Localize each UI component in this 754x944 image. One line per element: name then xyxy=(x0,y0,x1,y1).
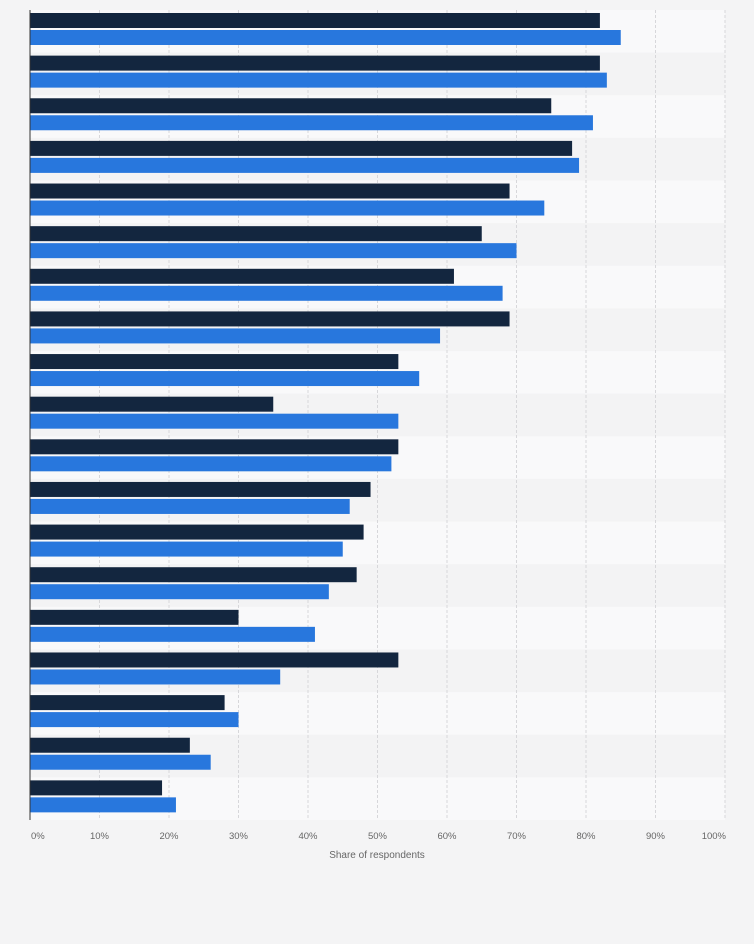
bar-series-1-row-19 xyxy=(30,780,163,796)
bar-series-2-row-5 xyxy=(30,200,545,216)
bar-series-2-row-13 xyxy=(30,541,343,557)
bar-series-1-row-6 xyxy=(30,226,482,242)
bar-series-2-row-4 xyxy=(30,157,580,173)
bar-series-2-row-9 xyxy=(30,371,420,387)
bar-series-1-row-10 xyxy=(30,396,274,412)
bar-series-1-row-5 xyxy=(30,183,510,199)
bar-series-2-row-14 xyxy=(30,584,329,600)
x-tick-label: 80% xyxy=(576,831,596,842)
bars xyxy=(30,13,621,813)
bar-series-1-row-4 xyxy=(30,140,573,156)
x-tick-label: 70% xyxy=(507,831,527,842)
bar-series-2-row-18 xyxy=(30,754,211,770)
x-tick-label: 40% xyxy=(298,831,318,842)
bar-series-2-row-19 xyxy=(30,797,176,813)
bar-series-2-row-6 xyxy=(30,243,517,259)
x-tick-label: 50% xyxy=(368,831,388,842)
x-tick-label: 100% xyxy=(702,831,727,842)
bar-series-2-row-8 xyxy=(30,328,441,344)
x-tick-label: 30% xyxy=(229,831,249,842)
x-tick-labels: 0% 10% 20% 30% 40% 50% 60% 70% 80% 90% 100% xyxy=(31,831,727,842)
bar-series-1-row-16 xyxy=(30,652,399,668)
bar-series-1-row-2 xyxy=(30,55,600,71)
bar-series-2-row-15 xyxy=(30,626,315,642)
x-tick-label: 10% xyxy=(90,831,110,842)
bar-series-1-row-13 xyxy=(30,524,364,540)
bar-series-1-row-1 xyxy=(30,13,600,28)
bar-series-1-row-18 xyxy=(30,737,190,753)
x-tick-label: 20% xyxy=(159,831,179,842)
bar-series-2-row-11 xyxy=(30,456,392,472)
bar-series-2-row-16 xyxy=(30,669,281,685)
bar-series-2-row-2 xyxy=(30,72,607,88)
bar-series-1-row-17 xyxy=(30,695,225,711)
x-tick-label: 90% xyxy=(646,831,666,842)
bar-series-2-row-3 xyxy=(30,115,593,131)
bar-series-2-row-12 xyxy=(30,498,350,514)
bar-series-1-row-8 xyxy=(30,311,510,327)
bar-series-2-row-1 xyxy=(30,30,621,45)
bar-series-1-row-7 xyxy=(30,268,454,284)
bar-series-1-row-14 xyxy=(30,567,357,583)
bar-series-1-row-12 xyxy=(30,481,371,497)
bar-series-1-row-11 xyxy=(30,439,399,455)
x-axis-title: Share of respondents xyxy=(329,850,425,861)
bar-series-2-row-7 xyxy=(30,285,503,301)
x-tick-label: 0% xyxy=(31,831,45,842)
bar-series-1-row-9 xyxy=(30,354,399,370)
bar-series-2-row-10 xyxy=(30,413,399,429)
bar-series-2-row-17 xyxy=(30,712,239,728)
bar-series-1-row-3 xyxy=(30,98,552,114)
x-tick-label: 60% xyxy=(437,831,457,842)
bar-series-1-row-15 xyxy=(30,609,239,625)
